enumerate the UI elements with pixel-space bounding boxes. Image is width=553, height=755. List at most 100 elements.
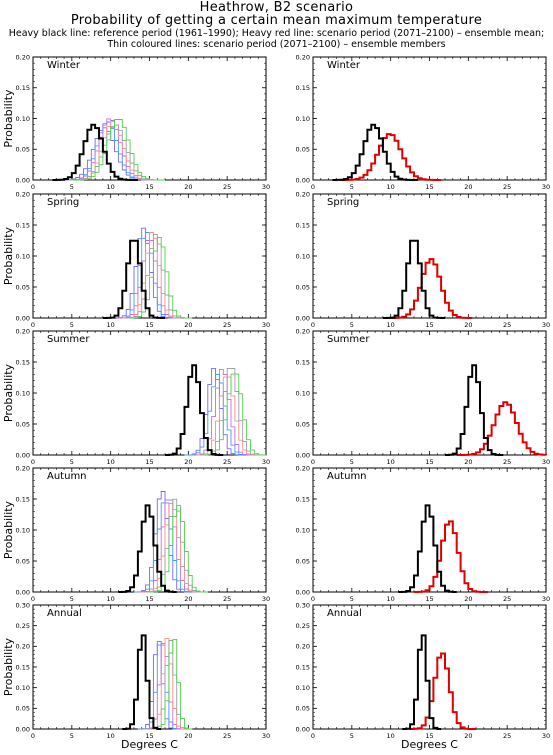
plot-frame xyxy=(312,193,547,319)
y-tick-label: 0.05 xyxy=(296,146,310,154)
y-tick-label: 0.25 xyxy=(296,622,310,630)
x-tick-label: 20 xyxy=(184,321,192,329)
y-axis-label: Probability xyxy=(2,500,15,559)
reference-period-line xyxy=(102,239,165,319)
y-tick-label: 0.05 xyxy=(16,705,30,713)
panel-annual-left: 0 5 10 15 20 25 30 0.00 0.05 0.10 0.15 0.20 0.25 0.30… xyxy=(2,601,270,740)
ensemble-member-line xyxy=(141,503,200,593)
y-tick-label: 0.00 xyxy=(296,176,310,184)
y-tick-label: 0.30 xyxy=(16,601,30,609)
y-tick-label: 0.15 xyxy=(296,358,310,366)
x-tick-label: 0 xyxy=(311,458,315,466)
x-tick-label: 10 xyxy=(387,595,395,603)
x-tick-label: 20 xyxy=(464,183,472,191)
legend-line-1: Heavy black line: reference period (1961… xyxy=(8,28,545,39)
x-tick-label: 0 xyxy=(31,183,35,191)
ensemble-mean-line xyxy=(456,401,547,456)
ensemble-member-line xyxy=(149,640,193,730)
x-tick-label: 10 xyxy=(387,458,395,466)
y-tick-label: 0.00 xyxy=(296,725,310,733)
x-tick-label: 5 xyxy=(70,321,74,329)
y-tick-label: 0.15 xyxy=(16,84,30,92)
y-tick-label: 0.10 xyxy=(296,526,310,534)
y-tick-label: 0.20 xyxy=(16,53,30,61)
y-tick-label: 0.00 xyxy=(296,314,310,322)
panel-summer-right: 0 5 10 15 20 25 30 0.00 0.05 0.10 0.15 0.20 Summer xyxy=(296,327,551,466)
y-tick-label: 0.20 xyxy=(296,464,310,472)
plot-frame xyxy=(32,56,267,181)
ensemble-member-line xyxy=(153,638,193,730)
x-tick-label: 15 xyxy=(425,595,433,603)
y-tick-label: 0.15 xyxy=(296,221,310,229)
y-tick-label: 0.20 xyxy=(296,53,310,61)
y-tick-label: 0.10 xyxy=(16,115,30,123)
x-tick-label: 20 xyxy=(464,595,472,603)
y-tick-label: 0.10 xyxy=(296,252,310,260)
x-tick-label: 25 xyxy=(503,595,511,603)
x-tick-label: 10 xyxy=(387,183,395,191)
ensemble-member-line xyxy=(184,374,251,456)
x-tick-label: 10 xyxy=(107,183,115,191)
ensemble-member-line xyxy=(145,637,189,730)
x-tick-label: 20 xyxy=(184,595,192,603)
reference-period-line xyxy=(402,634,442,730)
x-tick-label: 0 xyxy=(311,183,315,191)
x-tick-label: 25 xyxy=(223,183,231,191)
ensemble-member-line xyxy=(64,118,158,181)
x-tick-label: 15 xyxy=(425,183,433,191)
season-label: Summer xyxy=(47,334,90,345)
ensemble-mean-line xyxy=(410,652,477,730)
y-tick-label: 0.20 xyxy=(16,327,30,335)
x-tick-label: 5 xyxy=(70,732,74,740)
x-tick-label: 10 xyxy=(387,732,395,740)
x-tick-label: 25 xyxy=(223,595,231,603)
x-tick-label: 30 xyxy=(542,595,550,603)
ensemble-member-line xyxy=(192,368,255,456)
y-tick-label: 0.05 xyxy=(296,705,310,713)
reference-period-line xyxy=(165,364,224,456)
x-tick-label: 10 xyxy=(107,458,115,466)
y-tick-label: 0.10 xyxy=(16,252,30,260)
y-tick-label: 0.15 xyxy=(16,495,30,503)
x-tick-label: 5 xyxy=(350,458,354,466)
x-tick-label: 5 xyxy=(350,183,354,191)
panel-annual-right: 0 5 10 15 20 25 30 0.00 0.05 0.10 0.15 0.20 0.25 0.30… xyxy=(296,601,551,740)
x-tick-label: 30 xyxy=(542,458,550,466)
x-tick-label: 30 xyxy=(262,458,270,466)
x-tick-label: 5 xyxy=(350,595,354,603)
y-tick-label: 0.00 xyxy=(16,588,30,596)
x-tick-label: 25 xyxy=(503,732,511,740)
x-tick-label: 0 xyxy=(31,732,35,740)
x-tick-label: 15 xyxy=(145,458,153,466)
panel-autumn-right: 0 5 10 15 20 25 30 0.00 0.05 0.10 0.15 0.20 Autumn xyxy=(296,464,551,603)
y-tick-label: 0.10 xyxy=(16,684,30,692)
y-tick-label: 0.10 xyxy=(296,684,310,692)
x-tick-label: 0 xyxy=(31,595,35,603)
x-tick-label: 15 xyxy=(425,321,433,329)
y-tick-label: 0.30 xyxy=(296,601,310,609)
x-tick-label: 25 xyxy=(503,321,511,329)
x-tick-label: 30 xyxy=(262,183,270,191)
panel-summer-left: 0 5 10 15 20 25 30 0.00 0.05 0.10 0.15 0.20 Summer Pr… xyxy=(2,327,270,466)
y-tick-label: 0.20 xyxy=(296,643,310,651)
x-tick-label: 5 xyxy=(350,321,354,329)
ensemble-mean-line xyxy=(386,258,473,319)
y-tick-label: 0.15 xyxy=(16,221,30,229)
reference-period-line xyxy=(382,239,445,319)
y-tick-label: 0.15 xyxy=(296,663,310,671)
x-tick-label: 30 xyxy=(542,732,550,740)
y-tick-label: 0.05 xyxy=(16,283,30,291)
season-label: Spring xyxy=(47,197,79,208)
x-tick-label: 10 xyxy=(107,321,115,329)
x-tick-label: 30 xyxy=(262,732,270,740)
y-tick-label: 0.15 xyxy=(16,358,30,366)
y-tick-label: 0.05 xyxy=(296,557,310,565)
x-tick-label: 10 xyxy=(107,595,115,603)
reference-period-line xyxy=(52,123,138,181)
x-tick-label: 20 xyxy=(184,183,192,191)
x-tick-label: 5 xyxy=(350,732,354,740)
ensemble-mean-line xyxy=(414,520,488,593)
y-tick-label: 0.00 xyxy=(296,588,310,596)
x-tick-label: 10 xyxy=(387,321,395,329)
